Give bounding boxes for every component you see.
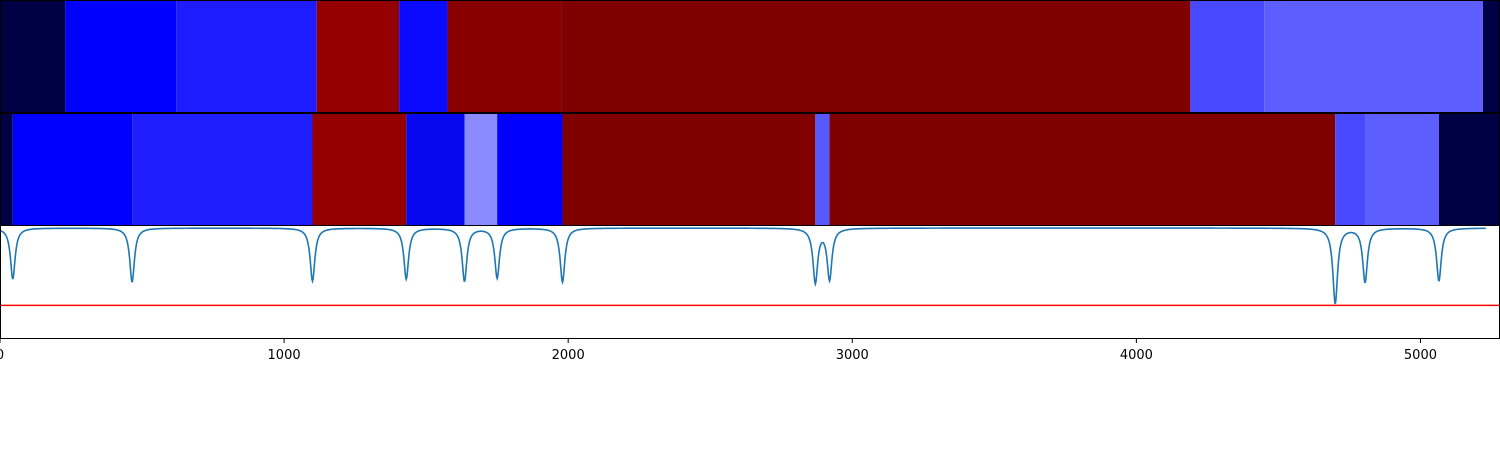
- line-plot-panel: [0, 225, 1500, 339]
- heatmap-segment-1-3: [316, 1, 400, 112]
- x-tick-label-3: 3000: [836, 348, 869, 363]
- heatmap-segment-1-1: [65, 1, 177, 112]
- series-line: [0, 227, 1486, 305]
- heatmap-panel-middle: [0, 113, 1500, 226]
- heatmap-segment-2-11: [1365, 114, 1439, 225]
- heatmap-segment-2-2: [132, 114, 313, 225]
- x-tick-label-2: 2000: [552, 348, 585, 363]
- heatmap-segment-2-3: [312, 114, 407, 225]
- heatmap-segment-2-6: [497, 114, 563, 225]
- line-plot-frame: [0, 225, 1500, 339]
- heatmap-panel-top: [0, 0, 1500, 113]
- heatmap-segment-1-5: [447, 1, 562, 112]
- heatmap-segment-1-6: [561, 1, 1191, 112]
- heatmap-segment-2-8: [815, 114, 830, 225]
- heatmap-segment-1-8: [1264, 1, 1483, 112]
- heatmap-segment-1-0: [0, 1, 66, 112]
- heatmap-segment-1-9: [1482, 1, 1500, 112]
- heatmap-segment-2-5: [464, 114, 498, 225]
- heatmap-segment-1-4: [399, 1, 448, 112]
- x-tick-label-1: 1000: [268, 348, 301, 363]
- x-tick-label-4: 4000: [1120, 348, 1153, 363]
- heatmap-segment-2-0: [0, 114, 13, 225]
- heatmap-segment-2-1: [12, 114, 133, 225]
- heatmap-segment-2-12: [1438, 114, 1500, 225]
- heatmap-segment-1-7: [1190, 1, 1265, 112]
- heatmap-segment-2-10: [1335, 114, 1366, 225]
- heatmap-segment-2-4: [406, 114, 465, 225]
- heatmap-segment-2-7: [562, 114, 816, 225]
- heatmap-segment-1-2: [176, 1, 317, 112]
- x-tick-label-0: 0: [0, 348, 4, 363]
- heatmap-segment-2-9: [829, 114, 1336, 225]
- x-tick-label-5: 5000: [1404, 348, 1437, 363]
- x-axis: 0 1000 2000 3000 4000 5000: [0, 339, 1437, 363]
